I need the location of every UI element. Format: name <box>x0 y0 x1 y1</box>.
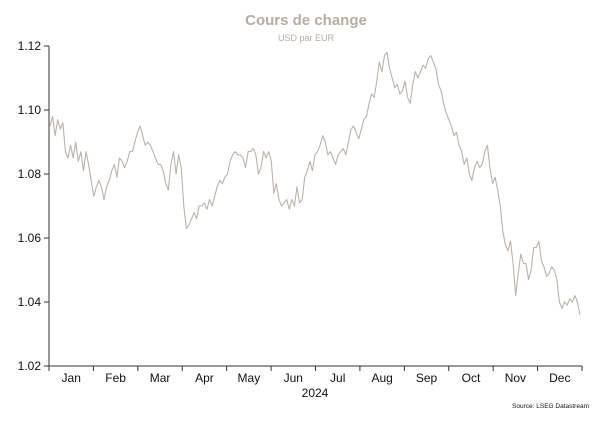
source-note: Source: LSEG Datastream <box>512 403 589 410</box>
y-tick-label: 1.08 <box>18 167 42 181</box>
x-tick-label-feb: Feb <box>105 371 126 385</box>
chart-subtitle: USD par EUR <box>278 33 335 43</box>
x-axis-year-label: 2024 <box>302 386 329 400</box>
x-tick-label-mar: Mar <box>150 371 171 385</box>
x-tick-label-aug: Aug <box>371 371 392 385</box>
y-axis-ticks: 1.02 1.04 1.06 1.08 1.10 1.12 <box>18 39 49 373</box>
x-tick-label-nov: Nov <box>505 371 526 385</box>
series-line <box>49 51 581 315</box>
x-tick-label-dec: Dec <box>549 371 570 385</box>
x-tick-label-jul: Jul <box>330 371 345 385</box>
y-tick-label: 1.02 <box>18 359 42 373</box>
x-axis-ticks: Jan Feb Mar Apr May Jun Jul Aug Sep Oct Nov Dec <box>48 366 583 385</box>
x-tick-label-jan: Jan <box>62 371 81 385</box>
plot-area: 1.02 1.04 1.06 1.08 1.10 1.12 Jan Feb Mar Apr May… <box>18 39 583 385</box>
y-tick-label: 1.06 <box>18 231 42 245</box>
x-tick-label-jun: Jun <box>284 371 303 385</box>
y-tick-label: 1.04 <box>18 295 42 309</box>
y-tick-label: 1.12 <box>18 39 42 53</box>
x-tick-label-oct: Oct <box>462 371 481 385</box>
x-tick-label-may: May <box>238 371 261 385</box>
x-tick-label-apr: Apr <box>195 371 214 385</box>
chart-title: Cours de change <box>245 12 367 29</box>
y-tick-label: 1.10 <box>18 103 42 117</box>
x-tick-label-sep: Sep <box>416 371 438 385</box>
